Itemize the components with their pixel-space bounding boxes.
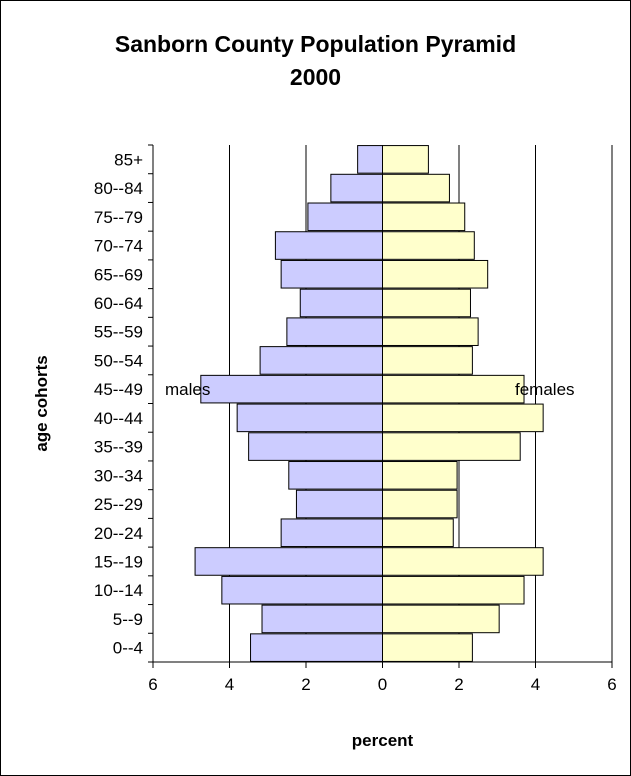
y-tick-label: 60--64 <box>94 294 143 313</box>
females-bar-50--54 <box>382 346 473 375</box>
males-bar-50--54 <box>259 346 384 375</box>
y-axis-title: age cohorts <box>32 355 51 451</box>
males-bar-15--19 <box>194 547 383 576</box>
females-bar-30--34 <box>382 461 458 490</box>
males-bar-60--64 <box>299 288 384 318</box>
y-tick-label: 0--4 <box>113 639 143 658</box>
males-bar-10--14 <box>221 575 383 605</box>
females-bar-45--49 <box>382 374 525 404</box>
y-tick-label: 5--9 <box>113 610 143 629</box>
x-tick-label: 6 <box>607 675 616 694</box>
y-tick-label: 15--19 <box>94 552 143 571</box>
y-tick-label: 80--84 <box>94 179 143 198</box>
chart-title-line-1: Sanborn County Population Pyramid <box>114 31 517 57</box>
males-bar-40--44 <box>236 403 383 433</box>
males-bar-70--74 <box>274 231 383 260</box>
tick-labels: 0--4 5--9 10--14 15--19 20--24 25--29 30--34 35… <box>94 150 617 694</box>
y-tick-label: 45--49 <box>94 380 143 399</box>
x-tick-label: 4 <box>531 675 540 694</box>
males-bar-0--4 <box>250 633 383 662</box>
females-bar-10--14 <box>382 575 525 605</box>
females-bar-65--69 <box>382 259 489 289</box>
males-bar-30--34 <box>288 461 384 490</box>
females-bar-20--24 <box>382 518 454 548</box>
males-bar-85+ <box>357 145 384 174</box>
males-bar-65--69 <box>280 259 384 289</box>
females-bar-40--44 <box>382 403 544 433</box>
males-bar-20--24 <box>280 518 384 548</box>
females-bar-15--19 <box>382 547 544 576</box>
females-bar-75--79 <box>382 202 466 232</box>
males-bar-45--49 <box>200 374 383 404</box>
x-tick-label: 2 <box>454 675 463 694</box>
males-bar-35--39 <box>248 432 383 461</box>
y-tick-label: 25--29 <box>94 495 143 514</box>
y-tick-label: 55--59 <box>94 323 143 342</box>
y-tick-label: 10--14 <box>94 581 143 600</box>
x-tick-label: 2 <box>301 675 310 694</box>
females-bar-85+ <box>382 145 429 174</box>
females-bar-55--59 <box>382 317 479 346</box>
males-bar-5--9 <box>261 604 384 634</box>
females-label: females <box>515 380 575 399</box>
females-bar-5--9 <box>382 604 500 634</box>
chart-title: Sanborn County Population Pyramid 2000 <box>0 28 631 94</box>
y-tick-label: 35--39 <box>94 438 143 457</box>
females-bar-0--4 <box>382 633 473 662</box>
females-bar-70--74 <box>382 231 475 260</box>
y-tick-label: 75--79 <box>94 208 143 227</box>
females-bar-80--84 <box>382 173 450 203</box>
x-tick-label: 6 <box>148 675 157 694</box>
y-tick-label: 70--74 <box>94 237 143 256</box>
y-tick-label: 65--69 <box>94 265 143 284</box>
y-tick-label: 85+ <box>114 150 143 169</box>
x-tick-label: 0 <box>378 675 387 694</box>
males-bar-55--59 <box>286 317 383 346</box>
females-bar-25--29 <box>382 489 458 519</box>
y-tick-label: 20--24 <box>94 524 143 543</box>
males-bar-75--79 <box>307 202 384 232</box>
males-bar-25--29 <box>295 489 383 519</box>
bars <box>194 145 544 662</box>
chart-title-line-2: 2000 <box>289 64 342 90</box>
y-tick-label: 50--54 <box>94 351 143 370</box>
axes <box>148 144 613 668</box>
males-label: males <box>165 380 210 399</box>
y-tick-label: 30--34 <box>94 466 143 485</box>
females-bar-35--39 <box>382 432 521 461</box>
x-tick-label: 4 <box>225 675 234 694</box>
females-bar-60--64 <box>382 288 471 318</box>
y-tick-label: 40--44 <box>94 409 143 428</box>
males-bar-80--84 <box>330 173 383 203</box>
x-axis-title: percent <box>352 731 414 750</box>
